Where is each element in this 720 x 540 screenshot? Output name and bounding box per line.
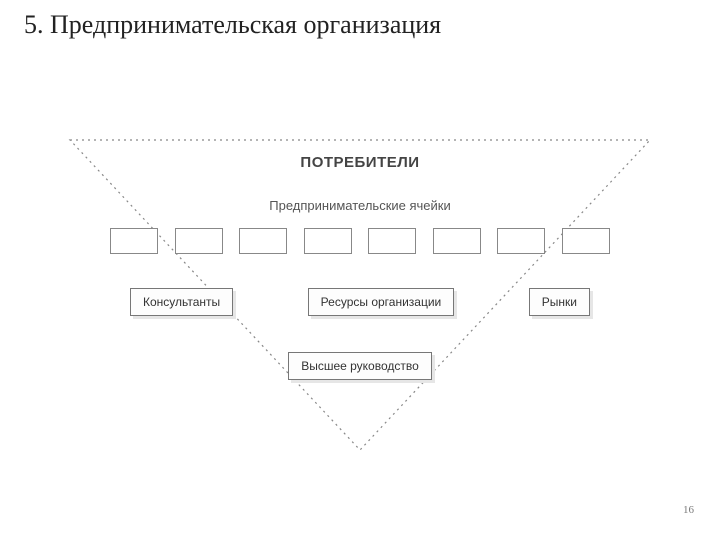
top-management-box: Высшее руководство [288,352,432,380]
cells-caption: Предпринимательские ячейки [60,198,660,213]
org-box: Консультанты [130,288,233,316]
middle-row: Консультанты Ресурсы организации Рынки [130,288,590,316]
top-management-label: Высшее руководство [288,352,432,380]
entrepreneur-cell [562,228,610,254]
org-box-label: Консультанты [130,288,233,316]
org-box-label: Ресурсы организации [308,288,455,316]
entrepreneur-cell [110,228,158,254]
entrepreneur-cell [304,228,352,254]
entrepreneur-cell [239,228,287,254]
org-box: Рынки [529,288,590,316]
org-box: Ресурсы организации [308,288,455,316]
consumers-label: ПОТРЕБИТЕЛИ [60,154,660,171]
org-diagram: организационная структура предпринимател… [60,110,660,470]
entrepreneur-cell [175,228,223,254]
bottom-row: Высшее руководство [60,352,660,380]
entrepreneur-cell [433,228,481,254]
page-number: 16 [683,504,694,516]
slide-title: 5. Предпринимательская организация [24,10,696,40]
cells-row [110,228,610,254]
entrepreneur-cell [368,228,416,254]
entrepreneur-cell [497,228,545,254]
slide: 5. Предпринимательская организация орган… [0,0,720,540]
org-box-label: Рынки [529,288,590,316]
